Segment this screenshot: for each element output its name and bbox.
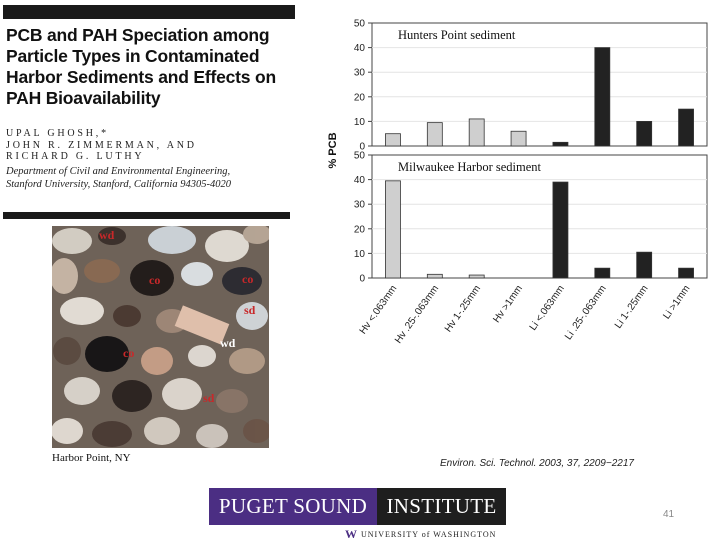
sediment-photo-image: wd co sd co wd co sd	[52, 226, 269, 448]
photo-caption: Harbor Point, NY	[52, 452, 131, 464]
university-mark: W UNIVERSITY of WASHINGTON	[345, 527, 496, 542]
title-line: PAH Bioavailability	[6, 88, 161, 108]
y-tick-label: 40	[354, 43, 366, 54]
page-number: 41	[663, 509, 675, 520]
y-tick-label: 30	[354, 200, 366, 211]
bar	[594, 267, 611, 279]
y-tick-label: 0	[359, 142, 365, 153]
bar	[468, 274, 485, 279]
affiliation-line: Department of Civil and Environmental En…	[6, 166, 231, 177]
title-line: Particle Types in Contaminated	[6, 46, 260, 66]
y-tick-label: 50	[354, 19, 366, 30]
header-rule	[3, 5, 295, 19]
authors: UPAL GHOSH,* JOHN R. ZIMMERMAN, AND RICH…	[6, 128, 197, 163]
bar	[510, 130, 527, 147]
bar	[678, 108, 694, 147]
author-line: UPAL GHOSH,*	[6, 128, 109, 139]
bar	[385, 180, 401, 279]
y-tick-label: 0	[359, 274, 365, 285]
photo-label: co	[149, 273, 160, 287]
bar	[426, 122, 443, 147]
y-tick-label: 30	[354, 68, 366, 79]
y-tick-label: 10	[354, 249, 366, 260]
author-line: JOHN R. ZIMMERMAN, AND	[6, 139, 197, 151]
university-name: UNIVERSITY of WASHINGTON	[361, 530, 497, 539]
photo-label: sd	[203, 391, 215, 405]
citation: Environ. Sci. Technol. 2003, 37, 2209−22…	[440, 458, 634, 469]
bar	[552, 181, 569, 279]
bar	[552, 141, 569, 147]
puget-sound-institute-logo: PUGET SOUND INSTITUTE	[209, 488, 506, 525]
pcb-bar-chart: 0 10 20 30 40 50 Hunters Point sediment 0 10 20 30…	[322, 8, 712, 368]
x-tick-label: Li <.063mm	[528, 283, 567, 332]
photo-label: sd	[244, 303, 256, 317]
sediment-photo: wd co sd co wd co sd	[52, 226, 269, 448]
x-tick-label: Hv .25-.063mm	[393, 283, 441, 345]
affiliation-line: Stanford University, Stanford, Californi…	[6, 178, 231, 190]
y-tick-label: 50	[354, 151, 366, 162]
title-line: Harbor Sediments and Effects on	[6, 67, 276, 87]
bar	[468, 118, 485, 147]
logo-left-text: PUGET SOUND	[209, 488, 377, 525]
bar	[678, 267, 694, 279]
bar	[636, 251, 653, 279]
x-tick-label: Hv <.063mm	[358, 283, 400, 336]
affiliation: Department of Civil and Environmental En…	[6, 166, 231, 191]
photo-label: wd	[220, 336, 236, 350]
x-tick-label: Li 1-.25mm	[613, 283, 651, 330]
y-tick-label: 20	[354, 224, 366, 235]
bar	[594, 47, 611, 147]
x-tick-label: Hv >1mm	[491, 283, 525, 325]
y-tick-label: 40	[354, 175, 366, 186]
x-tick-label: Li >1mm	[661, 283, 692, 321]
section-rule	[3, 212, 290, 219]
y-tick-label: 10	[354, 117, 366, 128]
bar	[385, 133, 401, 147]
panel-title: Milwaukee Harbor sediment	[398, 160, 542, 174]
y-tick-label: 20	[354, 92, 366, 103]
paper-title: PCB and PAH Speciation among Particle Ty…	[6, 25, 291, 109]
panel-title: Hunters Point sediment	[398, 28, 516, 42]
author-line: RICHARD G. LUTHY	[6, 151, 145, 162]
logo-right-text: INSTITUTE	[377, 488, 506, 525]
bar	[636, 121, 653, 147]
title-line: PCB and PAH Speciation among	[6, 25, 270, 45]
uw-w-icon: W	[345, 527, 358, 541]
photo-label: co	[123, 346, 134, 360]
bar	[426, 273, 443, 279]
photo-label: wd	[99, 228, 115, 242]
chart-canvas: 0 10 20 30 40 50 Hunters Point sediment 0 10 20 30…	[327, 19, 708, 346]
x-tick-label: Hv 1-.25mm	[443, 283, 483, 334]
x-tick-label: Li .25-.063mm	[563, 283, 609, 342]
photo-label: co	[242, 272, 253, 286]
y-axis-label: % PCB	[327, 132, 339, 168]
